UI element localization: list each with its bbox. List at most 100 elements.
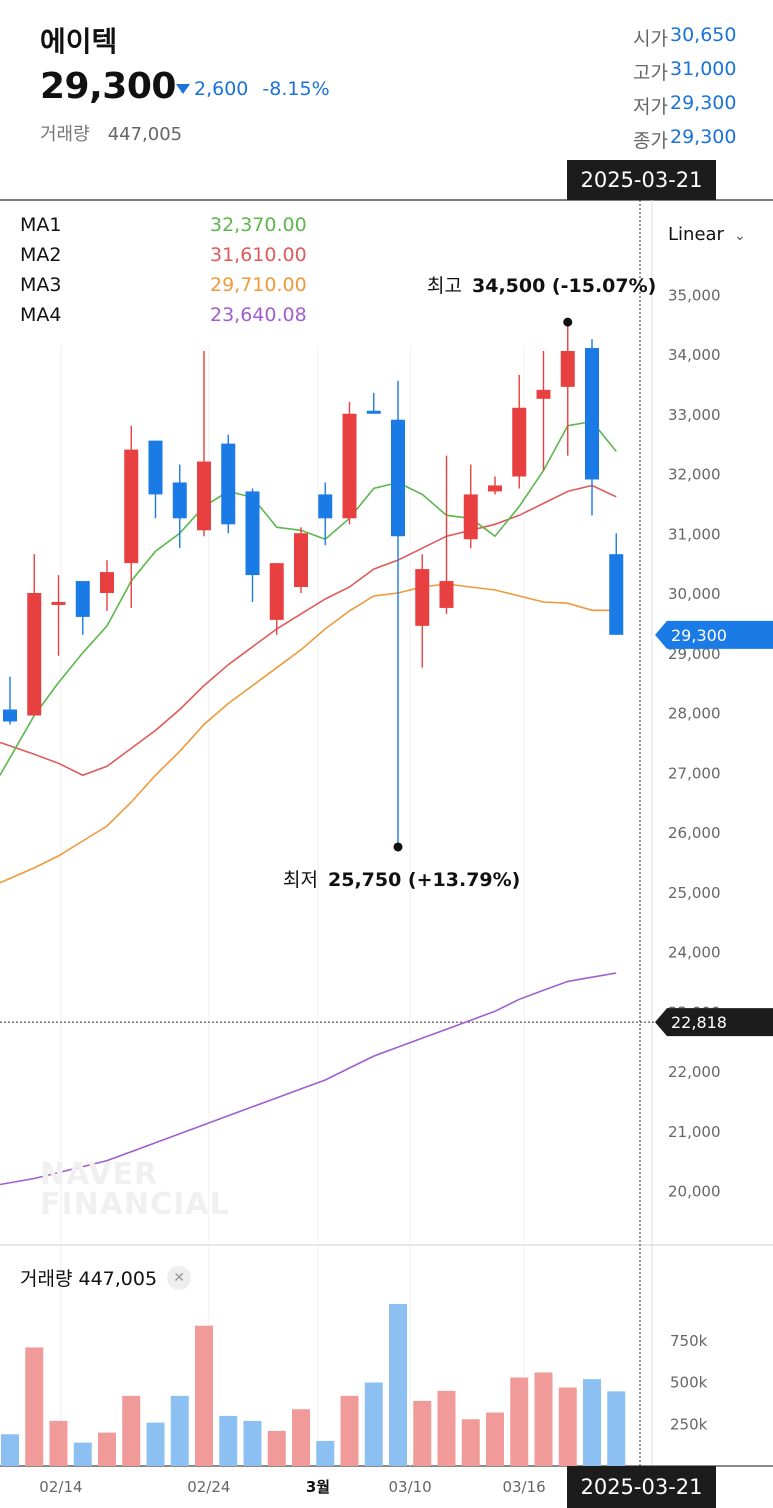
volume-bar xyxy=(340,1395,359,1466)
change-amount: 2,600 xyxy=(194,78,249,100)
price-tick-label: 27,000 xyxy=(668,764,721,782)
candle xyxy=(536,351,551,471)
candle-body xyxy=(342,413,357,519)
volume-bar xyxy=(243,1420,262,1466)
x-tick-label: 02/24 xyxy=(187,1478,230,1496)
candle-body xyxy=(609,554,624,635)
ma1-line xyxy=(0,420,617,776)
current-price-tag: 29,300 xyxy=(671,626,727,645)
candle xyxy=(124,425,139,608)
candle xyxy=(3,676,17,725)
volume-legend-label: 거래량 447,005 xyxy=(20,1268,158,1290)
candle-body xyxy=(3,709,17,722)
x-tick-label: 03/10 xyxy=(389,1478,432,1496)
candle-body xyxy=(294,533,308,588)
candle xyxy=(148,440,163,519)
stock-header: 에이텍 29,300 2,600 -8.15% 거래량 447,005 시가 30,… xyxy=(0,0,773,200)
candle-body xyxy=(415,569,430,626)
ma2-line xyxy=(0,484,617,777)
volume-bar xyxy=(98,1432,116,1466)
volume-bar xyxy=(122,1395,141,1466)
price-tick-label: 22,000 xyxy=(668,1063,721,1081)
candle-body xyxy=(197,461,211,531)
volume-bar xyxy=(292,1409,310,1466)
candle xyxy=(439,455,454,614)
candle xyxy=(488,476,502,495)
candle-body xyxy=(172,482,187,519)
x-tick-label: 3월 xyxy=(306,1478,330,1496)
price-tick-label: 26,000 xyxy=(668,824,721,842)
volume-bar xyxy=(25,1347,44,1466)
candle xyxy=(342,401,357,525)
volume-bar xyxy=(437,1390,456,1466)
scale-mode-dropdown[interactable]: Linear ⌄ xyxy=(668,224,746,245)
ohlc-panel: 시가 30,650 고가 31,000 저가 29,300 종가 29,300 xyxy=(600,24,760,160)
change-percent: -8.15% xyxy=(262,78,330,100)
volume-bar xyxy=(583,1379,601,1466)
lowest-marker xyxy=(393,842,403,852)
candle xyxy=(585,339,599,516)
candle-body xyxy=(512,407,527,477)
candle-body xyxy=(51,601,66,605)
price-tick-label: 28,000 xyxy=(668,705,721,723)
lowest-label: 최저 25,750 (+13.79%) xyxy=(283,869,520,891)
candle xyxy=(391,380,405,847)
volume-bar xyxy=(49,1420,68,1466)
candle xyxy=(197,351,211,537)
highest-marker xyxy=(563,317,573,327)
x-tick-label: 02/14 xyxy=(39,1478,82,1496)
stock-name: 에이텍 xyxy=(40,25,118,58)
volume-bar xyxy=(170,1395,189,1466)
current-price: 29,300 xyxy=(40,66,176,107)
candle-body xyxy=(366,410,381,414)
volume-bar xyxy=(486,1412,504,1466)
ma3-legend: MA3 29,710.00 xyxy=(20,274,307,296)
candle xyxy=(51,575,66,656)
candle xyxy=(318,482,333,546)
candle xyxy=(415,554,430,668)
price-tick-label: 21,000 xyxy=(668,1123,721,1141)
current-price-tag-bg xyxy=(655,620,773,649)
price-tick-label: 35,000 xyxy=(668,286,721,304)
volume-tick-label: 250k xyxy=(670,1415,708,1433)
volume-bar xyxy=(316,1440,335,1466)
volume-bar xyxy=(73,1442,92,1466)
volume-bar xyxy=(510,1377,529,1466)
candle xyxy=(75,581,90,635)
ma3-line xyxy=(0,583,617,884)
highest-value: 34,500 (-15.07%) xyxy=(472,275,656,297)
close-icon[interactable]: ✕ xyxy=(167,1265,192,1290)
candle xyxy=(294,527,308,593)
candle-body xyxy=(75,581,90,617)
volume-bar xyxy=(534,1372,553,1466)
candle-body xyxy=(439,581,454,608)
price-tick-label: 34,000 xyxy=(668,346,721,364)
price-tick-label: 20,000 xyxy=(668,1183,721,1201)
price-change: 2,600 -8.15% xyxy=(176,78,330,100)
candle-body xyxy=(269,563,284,620)
ma4-line xyxy=(0,972,617,1186)
volume-bar xyxy=(413,1400,432,1466)
ohlc-open: 시가 30,650 xyxy=(633,24,737,50)
candle xyxy=(172,464,187,549)
down-triangle-icon xyxy=(176,84,190,94)
volume-bar xyxy=(267,1430,286,1466)
candle xyxy=(512,374,527,489)
ma-legend: MA1 32,370.00 MA2 31,610.00 MA3 29,710.00 M… xyxy=(20,214,307,334)
candle-body xyxy=(391,419,405,537)
lowest-value: 25,750 (+13.79%) xyxy=(328,869,520,891)
price-tick-label: 29,000 xyxy=(668,645,721,663)
volume-bar xyxy=(607,1391,626,1466)
volume-bar xyxy=(1,1434,19,1466)
crosshair-price-tag: 22,818 xyxy=(671,1013,727,1032)
candle xyxy=(245,488,260,602)
candle-body xyxy=(318,494,333,519)
price-tick-label: 25,000 xyxy=(668,884,721,902)
candle xyxy=(463,464,478,549)
naver-financial-watermark: NAVER FINANCIAL xyxy=(40,1157,230,1222)
volume-tick-label: 750k xyxy=(670,1332,708,1350)
volume-bar xyxy=(389,1304,407,1466)
candle-body xyxy=(27,593,42,716)
volume-summary: 거래량 447,005 xyxy=(40,120,182,146)
